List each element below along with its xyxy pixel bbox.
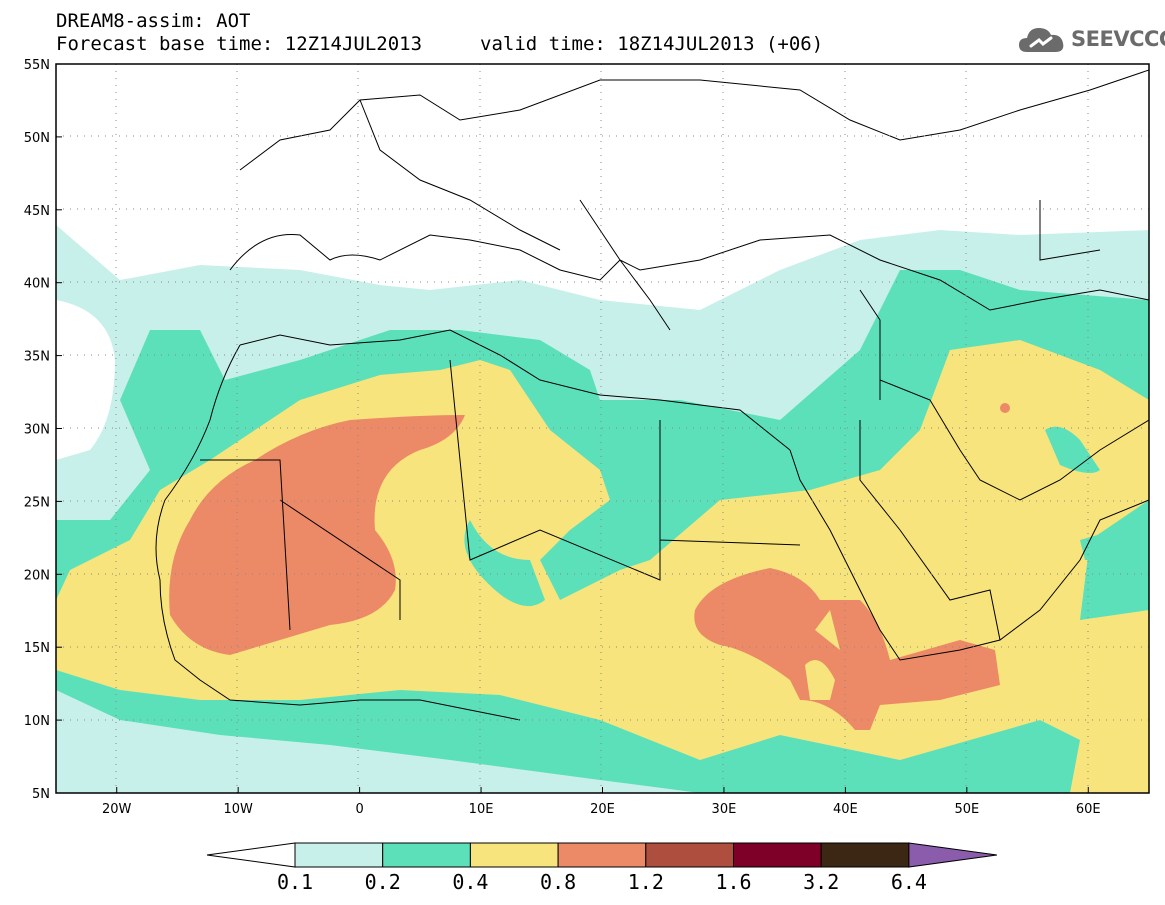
colorbar-label: 1.6 <box>715 870 752 894</box>
valid-time-label: valid time: 18Z14JUL2013 (+06) <box>480 33 824 55</box>
colorbar-swatch <box>469 842 559 868</box>
colorbar-swatch <box>820 842 910 868</box>
colorbar-swatch <box>557 842 647 868</box>
map-title: DREAM8-assim: AOT <box>56 10 251 32</box>
lat-label: 30N <box>24 423 50 438</box>
colorbar <box>206 842 997 868</box>
lat-label: 15N <box>24 641 50 656</box>
colorbar-label: 1.2 <box>627 870 664 894</box>
seevccc-logo: SEEVCCC <box>1017 22 1165 56</box>
lat-label: 25N <box>24 495 50 510</box>
colorbar-swatch <box>294 842 384 868</box>
gridlines <box>56 64 1149 793</box>
lon-label: 30E <box>712 802 737 817</box>
colorbar-swatch <box>645 842 734 868</box>
colorbar-label: 6.4 <box>890 870 927 894</box>
colorbar-low-arrow <box>206 842 296 868</box>
lon-label: 60E <box>1076 802 1101 817</box>
coastlines <box>155 69 1149 721</box>
colorbar-label: 0.4 <box>452 870 489 894</box>
colorbar-label: 0.8 <box>540 870 577 894</box>
lat-label: 40N <box>24 277 50 292</box>
lon-label: 20W <box>102 802 132 817</box>
colorbar-swatch <box>382 842 471 868</box>
lat-label: 45N <box>24 204 50 219</box>
lon-label: 0 <box>355 802 363 817</box>
longitude-labels: 20W 10W 0 10E 20E 30E 40E 50E 60E <box>102 787 1101 817</box>
lon-label: 20E <box>590 802 615 817</box>
colorbar-swatch <box>733 842 822 868</box>
lat-label: 20N <box>24 568 50 583</box>
lon-label: 40E <box>833 802 858 817</box>
base-time-label: Forecast base time: 12Z14JUL2013 <box>56 33 423 55</box>
lon-label: 10E <box>469 802 494 817</box>
cloud-icon <box>1019 28 1064 52</box>
lat-label: 35N <box>24 350 50 365</box>
aot-contour-0.8-west <box>169 415 465 655</box>
lat-label: 10N <box>24 714 50 729</box>
colorbar-label: 0.1 <box>276 870 314 894</box>
lat-label: 55N <box>24 58 50 73</box>
colorbar-high-arrow <box>908 842 997 868</box>
map-area <box>56 64 1149 793</box>
logo-text: SEEVCCC <box>1071 27 1165 51</box>
latitude-labels: 55N 50N 45N 40N 35N 30N 25N 20N 15N 10N 5N <box>24 58 62 802</box>
colorbar-label: 0.2 <box>364 870 401 894</box>
colorbar-label: 3.2 <box>803 870 840 894</box>
aot-contour-0.8-east <box>694 568 1000 730</box>
lat-label: 5N <box>32 787 50 802</box>
lon-label: 50E <box>954 802 979 817</box>
lon-label: 10W <box>223 802 253 817</box>
lat-label: 50N <box>24 131 50 146</box>
